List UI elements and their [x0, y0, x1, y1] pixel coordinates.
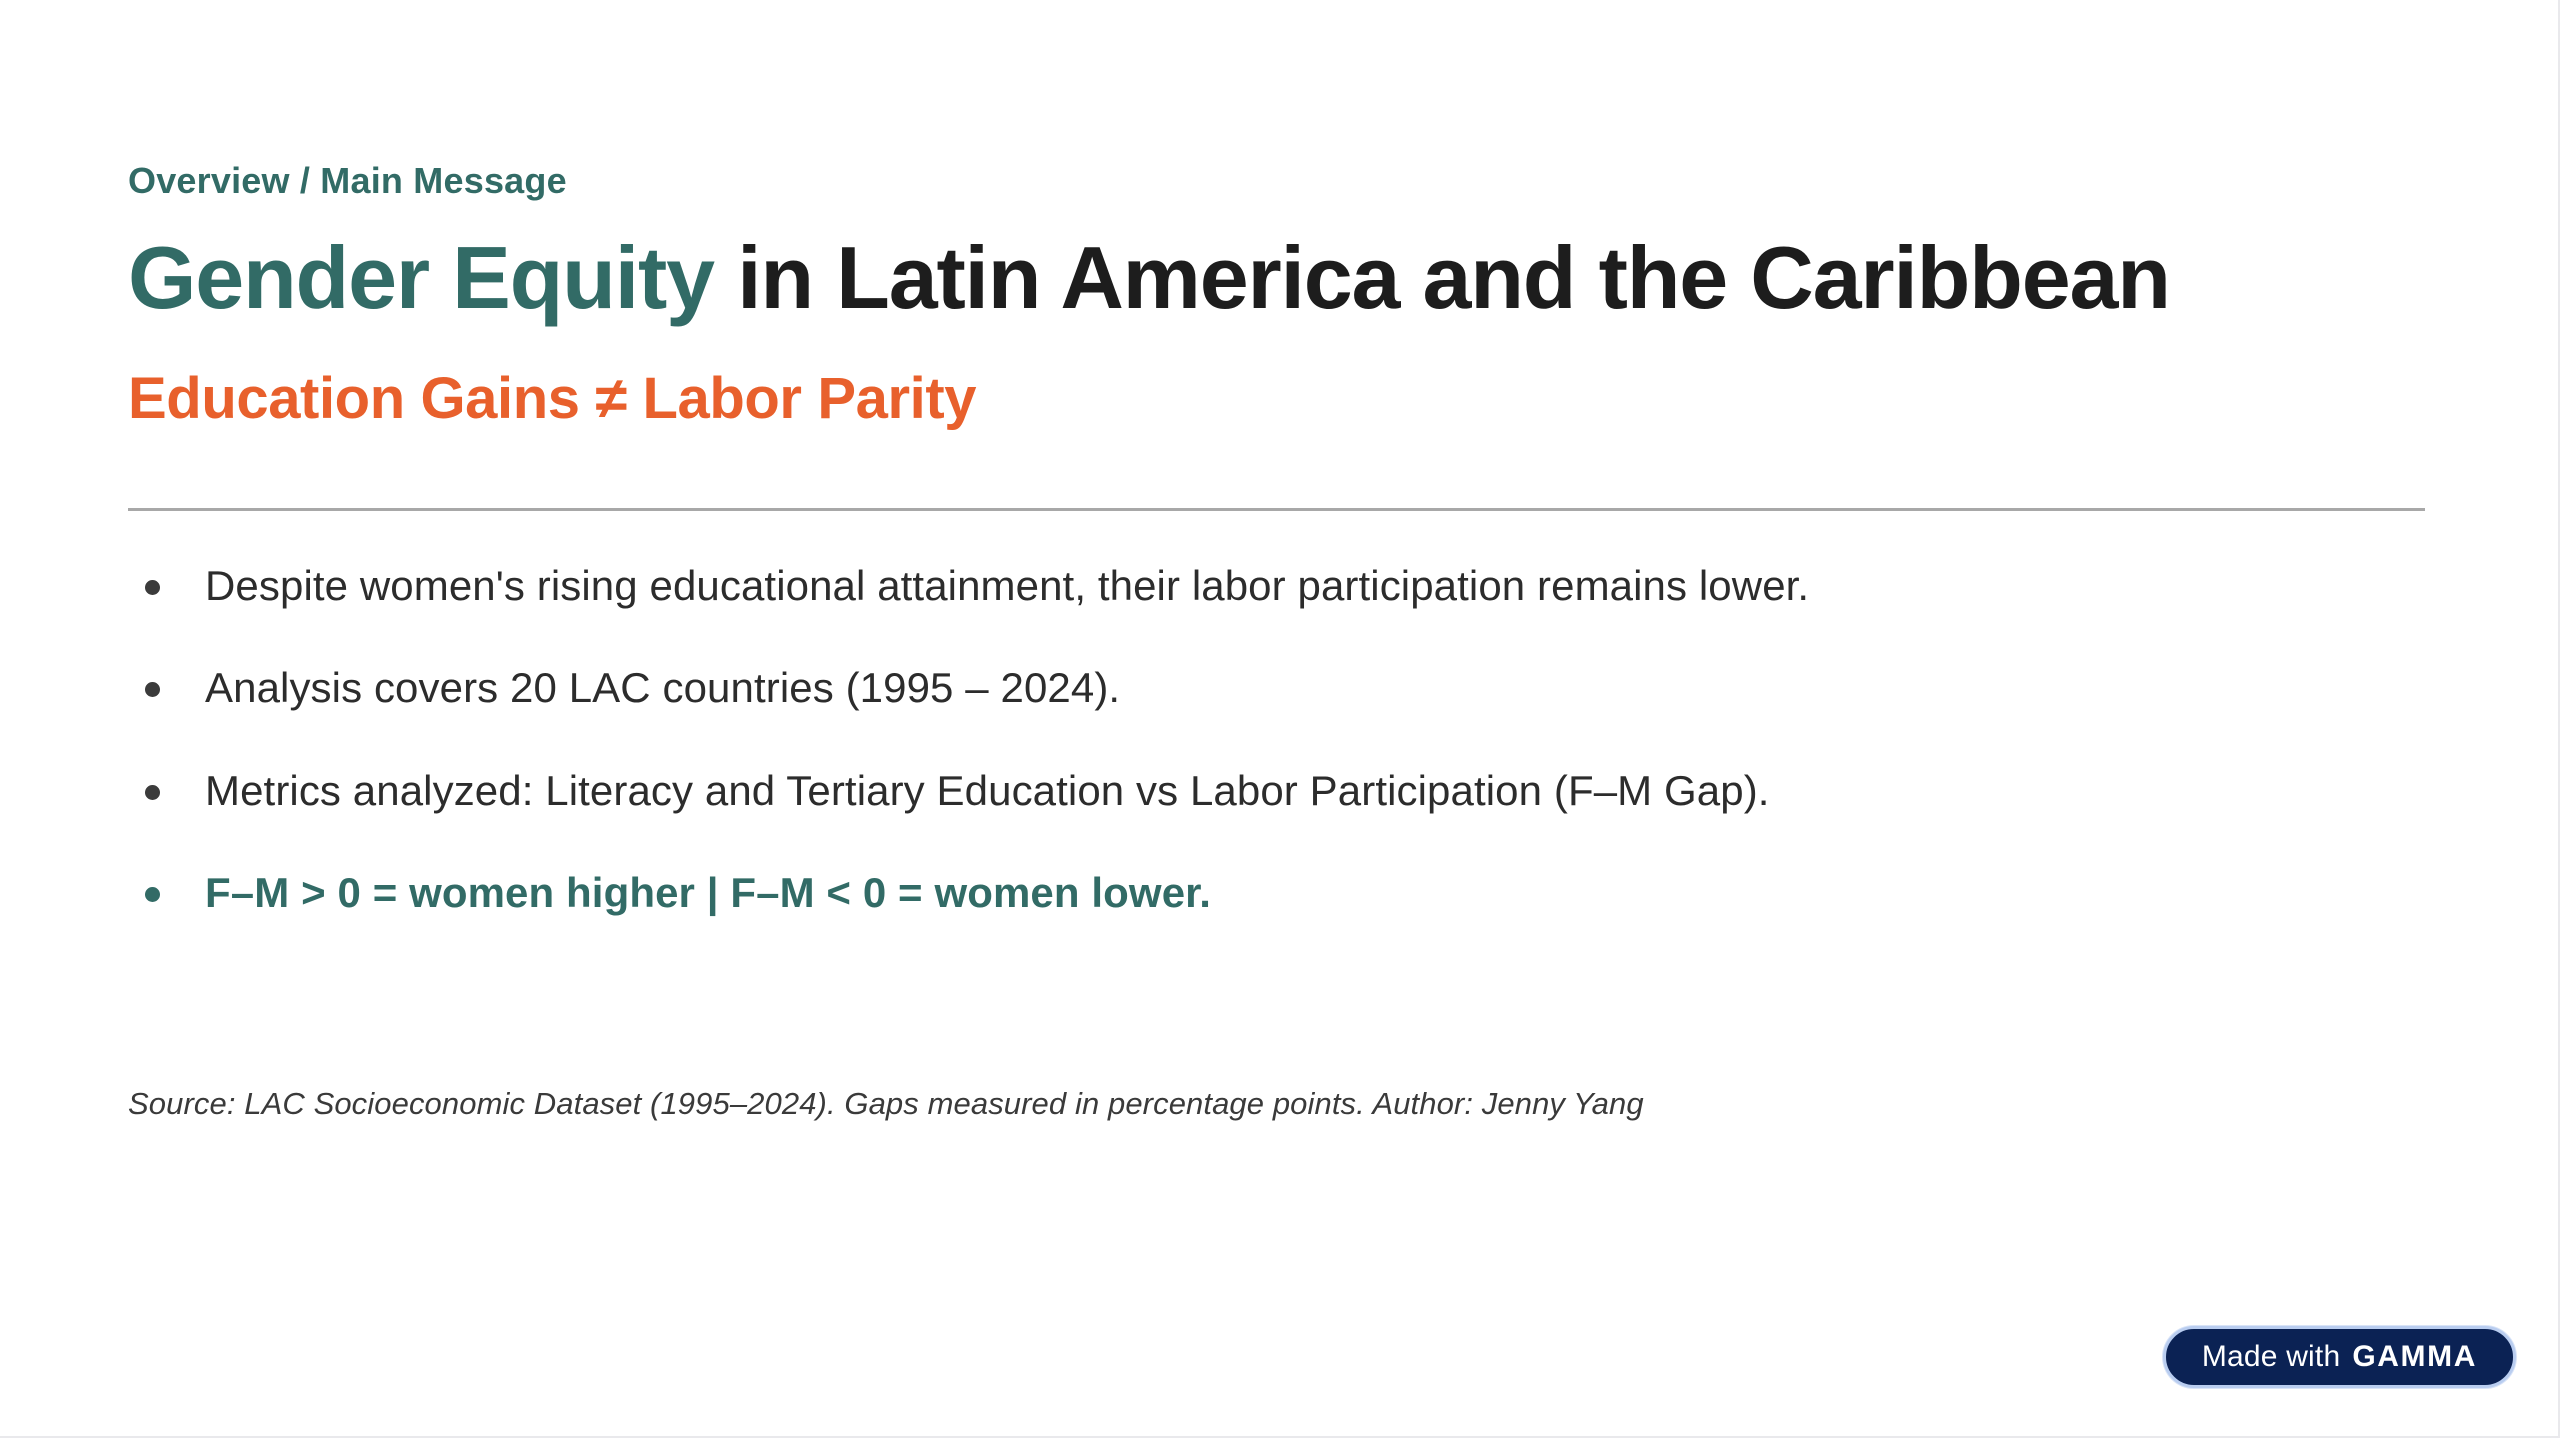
list-item-text: Analysis covers 20 LAC countries (1995 –… [205, 664, 1121, 712]
made-with-label: Made with [2201, 1340, 2341, 1373]
made-with-gamma-badge[interactable]: Made with GAMMA [2162, 1326, 2516, 1388]
page-title-rest: in Latin America and the Caribbean [713, 228, 2171, 327]
page-subtitle: Education Gains ≠ Labor Parity [128, 365, 977, 431]
bullet-dot-icon [145, 887, 160, 903]
list-item-text: Despite women's rising educational attai… [205, 561, 1810, 609]
list-item: Metrics analyzed: Literacy and Tertiary … [128, 764, 2425, 819]
section-divider [128, 507, 2425, 511]
page-title: Gender Equity in Latin America and the C… [128, 203, 2358, 330]
gamma-wordmark: GAMMA [2352, 1340, 2477, 1373]
list-item-highlighted: F–M > 0 = women higher | F–M < 0 = women… [128, 866, 2425, 921]
bullet-dot-icon [145, 682, 160, 698]
list-item: Despite women's rising educational attai… [128, 559, 2425, 614]
eyebrow-label: Overview / Main Message [128, 160, 567, 201]
slide-content: Overview / Main Message Gender Equity in… [128, 0, 2425, 1122]
page-title-accent: Gender Equity [128, 228, 715, 327]
list-item-text: Metrics analyzed: Literacy and Tertiary … [205, 766, 1770, 814]
bullet-dot-icon [145, 784, 160, 800]
list-item: Analysis covers 20 LAC countries (1995 –… [128, 661, 2425, 716]
source-note: Source: LAC Socioeconomic Dataset (1995–… [128, 1085, 1644, 1121]
bullet-dot-icon [145, 579, 160, 595]
list-item-text: F–M > 0 = women higher | F–M < 0 = women… [205, 869, 1212, 917]
bullet-list: Despite women's rising educational attai… [128, 511, 2425, 921]
